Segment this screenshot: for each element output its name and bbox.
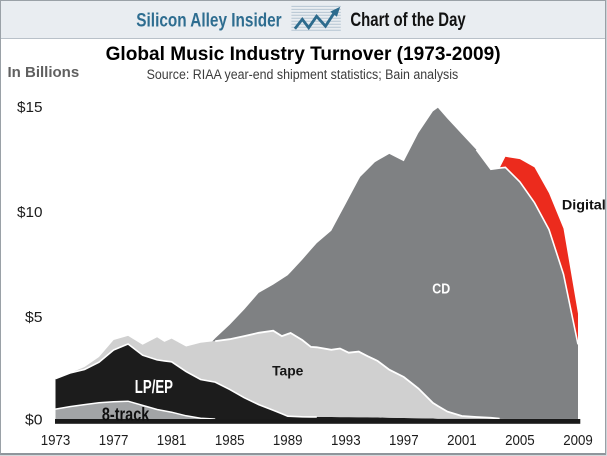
svg-text:$0: $0 — [25, 412, 43, 429]
svg-text:2009: 2009 — [563, 432, 593, 449]
svg-text:Global Music Industry Turnover: Global Music Industry Turnover (1973-200… — [106, 43, 501, 65]
svg-text:1977: 1977 — [99, 432, 129, 449]
svg-text:1985: 1985 — [215, 432, 245, 449]
svg-text:CD: CD — [432, 280, 450, 297]
svg-text:In Billions: In Billions — [8, 64, 80, 81]
svg-text:2001: 2001 — [447, 432, 477, 449]
svg-text:$15: $15 — [17, 99, 43, 116]
svg-text:1973: 1973 — [41, 432, 71, 449]
svg-text:1997: 1997 — [389, 432, 419, 449]
svg-text:1981: 1981 — [157, 432, 187, 449]
svg-text:LP/EP: LP/EP — [135, 377, 173, 397]
svg-text:8-track: 8-track — [102, 405, 150, 425]
svg-text:$5: $5 — [25, 309, 43, 326]
svg-text:Source: RIAA year-end shipment: Source: RIAA year-end shipment statistic… — [147, 67, 459, 82]
svg-text:Digital: Digital — [562, 198, 606, 213]
svg-text:1993: 1993 — [331, 432, 361, 449]
svg-text:2005: 2005 — [505, 432, 535, 449]
svg-text:Silicon Alley Insider: Silicon Alley Insider — [136, 10, 282, 31]
svg-text:$10: $10 — [17, 204, 43, 221]
svg-text:Tape: Tape — [272, 364, 304, 379]
svg-text:1989: 1989 — [273, 432, 303, 449]
svg-text:Chart of the Day: Chart of the Day — [350, 10, 466, 31]
